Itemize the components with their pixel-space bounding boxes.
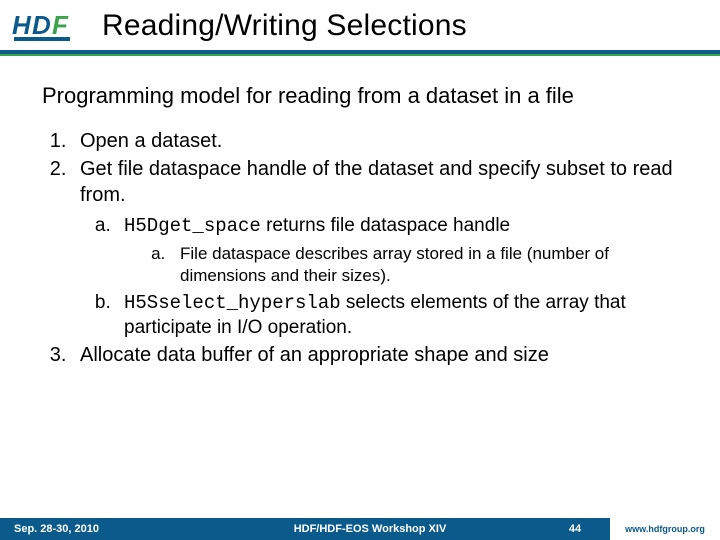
intro-text: Programming model for reading from a dat… <box>42 82 686 110</box>
step-1: Open a dataset. <box>72 128 686 154</box>
slide-title: Reading/Writing Selections <box>102 9 467 43</box>
step-2: Get file dataspace handle of the dataset… <box>72 156 686 340</box>
slide-content: Programming model for reading from a dat… <box>0 56 720 368</box>
footer-org-logo: www.hdfgroup.org <box>610 518 720 540</box>
footer-page-number: 44 <box>540 523 610 535</box>
footer-org-text: www.hdfgroup.org <box>625 524 705 534</box>
svg-text:H: H <box>12 10 32 40</box>
svg-text:F: F <box>52 10 69 40</box>
step-2a-a: File dataspace describes array stored in… <box>170 243 686 287</box>
footer-date: Sep. 28-30, 2010 <box>0 523 200 535</box>
step-2-text: Get file dataspace handle of the dataset… <box>80 158 673 206</box>
step-2b: H5Sselect_hyperslab selects elements of … <box>116 291 686 340</box>
slide-footer: Sep. 28-30, 2010 HDF/HDF-EOS Workshop XI… <box>0 518 720 540</box>
svg-text:D: D <box>32 10 51 40</box>
step-3: Allocate data buffer of an appropriate s… <box>72 342 686 368</box>
slide-header: H D F Reading/Writing Selections <box>0 0 720 48</box>
step-2a-sublist: File dataspace describes array stored in… <box>124 243 686 287</box>
step-2a: H5Dget_space returns file dataspace hand… <box>116 214 686 287</box>
step-2-sublist: H5Dget_space returns file dataspace hand… <box>80 214 686 340</box>
hdf-logo-icon: H D F <box>12 8 78 44</box>
step-list: Open a dataset. Get file dataspace handl… <box>42 128 686 368</box>
footer-center: HDF/HDF-EOS Workshop XIV <box>200 523 540 535</box>
step-2b-code: H5Sselect_hyperslab <box>124 292 341 314</box>
step-2a-tail: returns file dataspace handle <box>261 215 510 236</box>
step-2a-code: H5Dget_space <box>124 215 261 237</box>
